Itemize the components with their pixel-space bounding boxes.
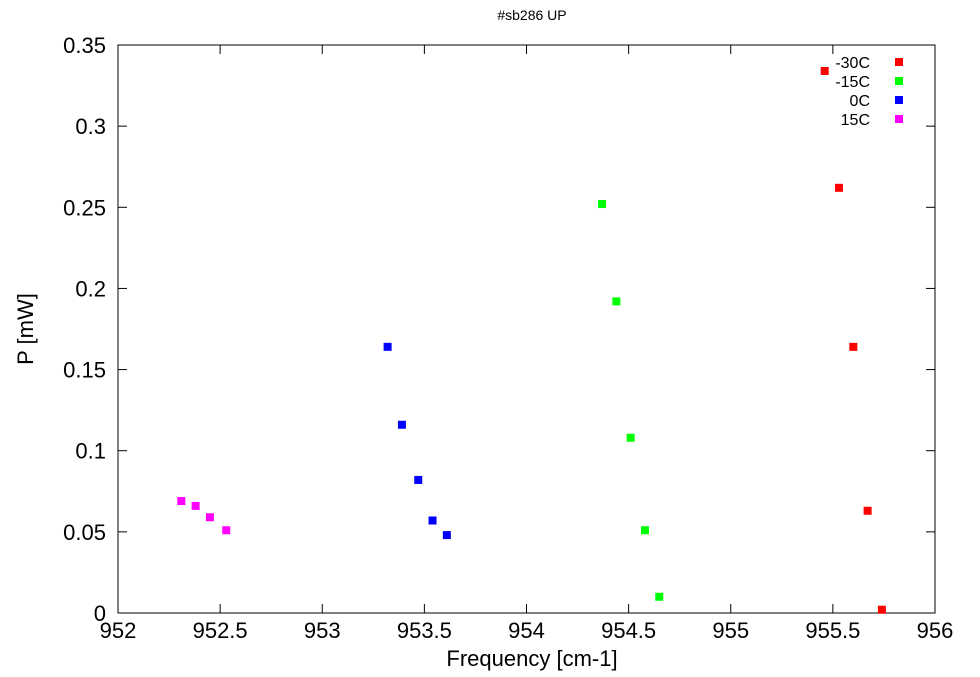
data-point--30C xyxy=(835,183,844,192)
data-point--30C xyxy=(863,506,872,515)
x-tick-label: 952 xyxy=(100,618,137,643)
data-point--15C xyxy=(598,200,607,209)
y-tick-label: 0.3 xyxy=(75,114,106,139)
data-point--30C xyxy=(877,605,886,614)
data-point--15C xyxy=(655,592,664,601)
chart-title: #sb286 UP xyxy=(497,7,566,23)
data-point-15C xyxy=(222,526,231,535)
data-point-0C xyxy=(442,531,451,540)
x-axis-title: Frequency [cm-1] xyxy=(446,646,617,671)
x-tick-label: 952.5 xyxy=(193,618,248,643)
data-point-0C xyxy=(414,475,423,484)
x-tick-label: 955.5 xyxy=(805,618,860,643)
y-tick-label: 0.25 xyxy=(63,195,106,220)
x-tick-label: 953 xyxy=(304,618,341,643)
data-point--15C xyxy=(626,433,635,442)
data-point-0C xyxy=(383,342,392,351)
legend-marker xyxy=(895,115,903,123)
data-points xyxy=(177,66,886,614)
y-axis-title: P [mW] xyxy=(13,293,38,365)
legend-label: -15C xyxy=(835,74,870,91)
legend-label: -30C xyxy=(835,55,870,72)
y-tick-label: 0 xyxy=(94,601,106,626)
data-point-15C xyxy=(191,501,200,510)
data-point--15C xyxy=(612,297,621,306)
x-tick-label: 956 xyxy=(917,618,954,643)
y-axis: 0 0.05 0.1 0.15 0.2 0.25 0.3 0.35 xyxy=(63,33,935,626)
data-point-15C xyxy=(177,497,186,506)
y-tick-label: 0.1 xyxy=(75,439,106,464)
legend-marker xyxy=(895,96,903,104)
legend-label: 0C xyxy=(850,93,870,110)
data-point-15C xyxy=(205,513,214,522)
legend-label: 15C xyxy=(841,112,870,129)
x-axis: 952 952.5 953 953.5 954 954.5 955 955.5 956 xyxy=(100,45,954,643)
y-tick-label: 0.05 xyxy=(63,520,106,545)
legend: -30C -15C 0C 15C xyxy=(835,55,903,129)
x-tick-label: 954 xyxy=(508,618,545,643)
data-point-0C xyxy=(428,516,437,525)
plot-area-frame xyxy=(117,44,936,614)
x-tick-label: 953.5 xyxy=(397,618,452,643)
data-point--30C xyxy=(820,66,829,75)
y-tick-label: 0.2 xyxy=(75,276,106,301)
legend-marker xyxy=(895,58,903,66)
x-tick-label: 954.5 xyxy=(601,618,656,643)
data-point--30C xyxy=(849,342,858,351)
y-tick-label: 0.15 xyxy=(63,358,106,383)
x-tick-label: 955 xyxy=(712,618,749,643)
data-point-0C xyxy=(397,420,406,429)
y-tick-label: 0.35 xyxy=(63,33,106,58)
data-point--15C xyxy=(640,526,649,535)
legend-marker xyxy=(895,77,903,85)
